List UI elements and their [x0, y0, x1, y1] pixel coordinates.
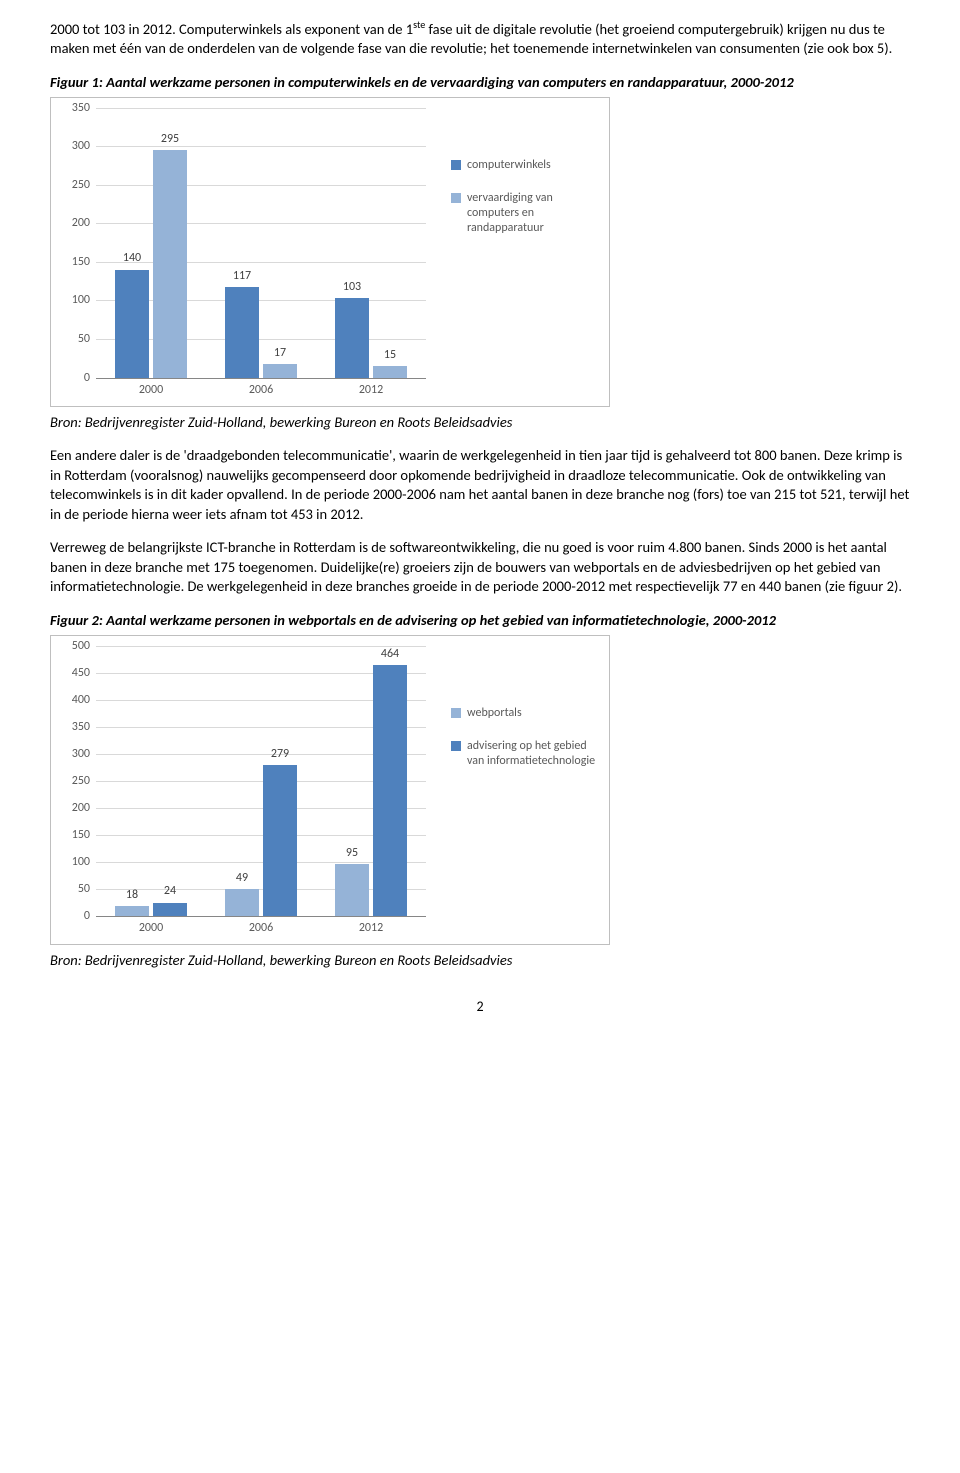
bar-value-label: 24 — [164, 883, 176, 899]
bar — [225, 889, 259, 915]
x-tick-label: 2006 — [249, 916, 273, 936]
y-tick-label: 50 — [78, 880, 96, 896]
legend-label: webportals — [467, 706, 522, 721]
bar — [263, 364, 297, 377]
figure2-source: Bron: Bedrijvenregister Zuid-Holland, be… — [50, 951, 910, 971]
bar-value-label: 140 — [123, 250, 141, 266]
y-tick-label: 50 — [78, 331, 96, 347]
y-tick-label: 350 — [72, 99, 96, 115]
x-tick-label: 2000 — [139, 916, 163, 936]
legend-label: vervaardiging van computers en randappar… — [467, 191, 601, 236]
figure2-chart: 0 50 100 150 200 250 300 350 400 450 500 18 24 2000 49… — [50, 635, 610, 945]
x-tick-label: 2012 — [359, 378, 383, 398]
bar-value-label: 49 — [236, 870, 248, 886]
y-tick-label: 250 — [72, 177, 96, 193]
y-tick-label: 200 — [72, 799, 96, 815]
y-tick-label: 0 — [84, 369, 96, 385]
chart-legend: webportals advisering op het gebied van i… — [451, 706, 601, 787]
y-tick-label: 300 — [72, 745, 96, 761]
paragraph-2: Een andere daler is de 'draadgebonden te… — [50, 446, 910, 524]
legend-swatch — [451, 708, 461, 718]
legend-item: vervaardiging van computers en randappar… — [451, 191, 601, 236]
bar — [115, 270, 149, 378]
figure2-caption: Figuur 2: Aantal werkzame personen in we… — [50, 611, 910, 631]
bar-value-label: 15 — [384, 347, 396, 363]
bar — [153, 903, 187, 916]
paragraph-3: Verreweg de belangrijkste ICT-branche in… — [50, 538, 910, 597]
p1sup: ste — [413, 18, 425, 31]
y-tick-label: 350 — [72, 718, 96, 734]
chart-legend: computerwinkels vervaardiging van compute… — [451, 158, 601, 254]
y-tick-label: 400 — [72, 691, 96, 707]
p1a: 2000 tot 103 in 2012. Computerwinkels al… — [50, 20, 413, 38]
bar — [225, 287, 259, 377]
bar-value-label: 18 — [126, 887, 138, 903]
y-tick-label: 200 — [72, 215, 96, 231]
bar-value-label: 464 — [381, 646, 399, 662]
x-tick-label: 2012 — [359, 916, 383, 936]
bar — [263, 765, 297, 916]
y-tick-label: 100 — [72, 853, 96, 869]
y-tick-label: 300 — [72, 138, 96, 154]
y-tick-label: 150 — [72, 254, 96, 270]
legend-item: computerwinkels — [451, 158, 601, 173]
bar-value-label: 103 — [343, 279, 361, 295]
bar — [373, 665, 407, 916]
legend-swatch — [451, 160, 461, 170]
x-tick-label: 2006 — [249, 378, 273, 398]
y-tick-label: 100 — [72, 292, 96, 308]
bar-value-label: 95 — [346, 845, 358, 861]
x-tick-label: 2000 — [139, 378, 163, 398]
intro-paragraph: 2000 tot 103 in 2012. Computerwinkels al… — [50, 18, 910, 59]
bar-value-label: 117 — [233, 268, 251, 284]
bar-value-label: 279 — [271, 746, 289, 762]
y-tick-label: 250 — [72, 772, 96, 788]
bar — [153, 150, 187, 378]
legend-label: advisering op het gebied van informatiet… — [467, 739, 601, 769]
bar — [373, 366, 407, 378]
bar — [335, 864, 369, 915]
bar-value-label: 17 — [274, 345, 286, 361]
figure1-caption: Figuur 1: Aantal werkzame personen in co… — [50, 73, 910, 93]
bar — [115, 906, 149, 916]
bar — [335, 298, 369, 377]
figure1-source: Bron: Bedrijvenregister Zuid-Holland, be… — [50, 413, 910, 433]
legend-label: computerwinkels — [467, 158, 551, 173]
y-tick-label: 150 — [72, 826, 96, 842]
y-tick-label: 0 — [84, 907, 96, 923]
y-tick-label: 450 — [72, 664, 96, 680]
bar-value-label: 295 — [161, 131, 179, 147]
legend-swatch — [451, 741, 461, 751]
page-number: 2 — [50, 998, 910, 1017]
legend-swatch — [451, 193, 461, 203]
legend-item: webportals — [451, 706, 601, 721]
y-tick-label: 500 — [72, 637, 96, 653]
figure1-chart: 0 50 100 150 200 250 300 350 140 295 2000 117 17 2006… — [50, 97, 610, 407]
legend-item: advisering op het gebied van informatiet… — [451, 739, 601, 769]
